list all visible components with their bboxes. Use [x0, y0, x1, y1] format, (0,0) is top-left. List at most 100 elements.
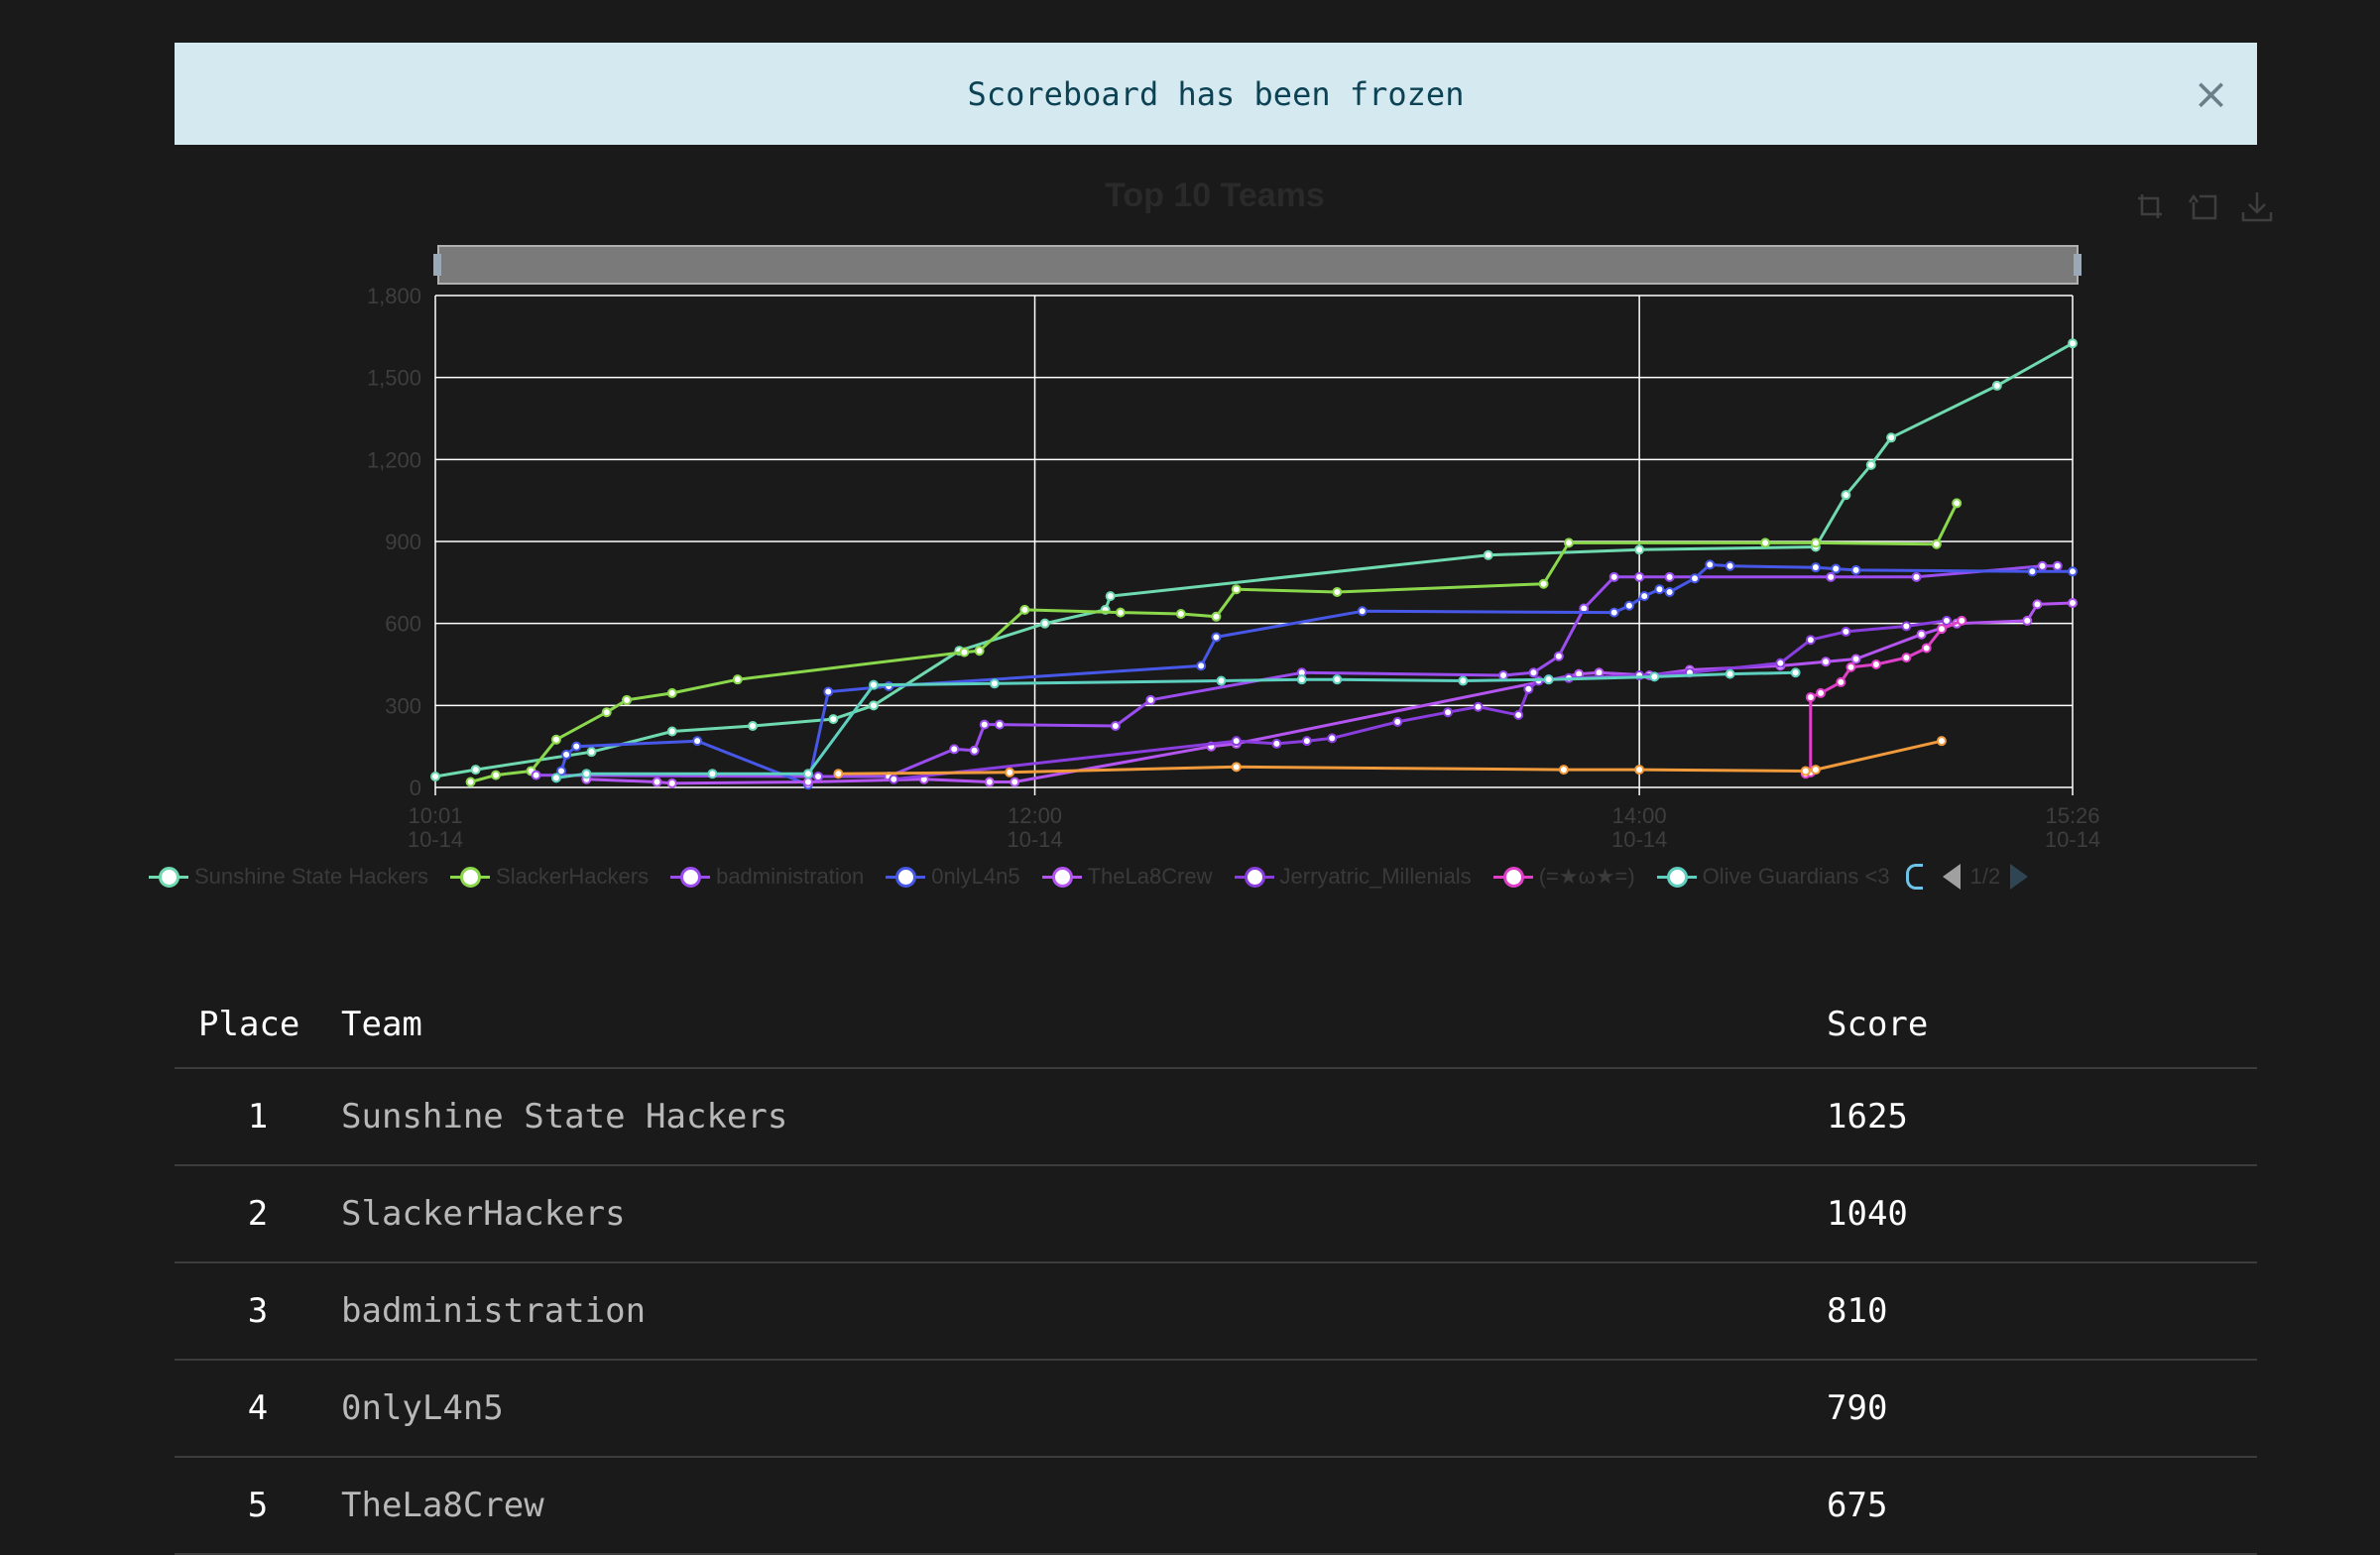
- data-point[interactable]: [969, 745, 980, 756]
- data-point[interactable]: [1805, 635, 1816, 646]
- data-point[interactable]: [813, 771, 824, 781]
- data-point[interactable]: [1175, 609, 1186, 620]
- data-point[interactable]: [1211, 632, 1222, 643]
- data-point[interactable]: [1332, 586, 1343, 597]
- data-point[interactable]: [1901, 653, 1912, 663]
- data-point[interactable]: [2037, 560, 2048, 571]
- data-point[interactable]: [465, 777, 476, 787]
- data-point[interactable]: [1392, 716, 1403, 727]
- data-point[interactable]: [1105, 591, 1116, 602]
- data-point[interactable]: [1836, 676, 1846, 687]
- data-point[interactable]: [1639, 591, 1650, 602]
- data-point[interactable]: [1538, 578, 1549, 589]
- data-point[interactable]: [430, 771, 440, 781]
- data-point[interactable]: [1816, 687, 1826, 698]
- data-point[interactable]: [1332, 674, 1343, 685]
- data-point[interactable]: [989, 678, 1000, 689]
- legend-next-page-icon[interactable]: [2010, 864, 2029, 890]
- data-point[interactable]: [470, 765, 481, 776]
- data-point[interactable]: [828, 714, 839, 725]
- data-point[interactable]: [1760, 538, 1771, 548]
- data-point[interactable]: [823, 686, 834, 697]
- legend-item[interactable]: 0nlyL4n5: [886, 864, 1020, 890]
- data-point[interactable]: [1634, 544, 1645, 555]
- data-point[interactable]: [1942, 615, 1952, 626]
- data-point[interactable]: [581, 769, 592, 779]
- data-point[interactable]: [1664, 571, 1675, 582]
- data-point[interactable]: [802, 769, 813, 779]
- data-point[interactable]: [959, 647, 970, 658]
- data-point[interactable]: [833, 769, 844, 779]
- data-point[interactable]: [490, 770, 501, 780]
- data-point[interactable]: [868, 700, 879, 711]
- data-point[interactable]: [531, 770, 541, 780]
- data-point[interactable]: [748, 721, 759, 731]
- data-point[interactable]: [1952, 498, 1963, 509]
- data-point[interactable]: [1231, 584, 1242, 595]
- data-point[interactable]: [1901, 621, 1912, 632]
- data-point[interactable]: [1845, 661, 1856, 672]
- legend-item[interactable]: Jerryatric_Millenials: [1234, 864, 1472, 890]
- data-point[interactable]: [1473, 701, 1484, 712]
- data-point[interactable]: [1865, 459, 1876, 470]
- data-point[interactable]: [1850, 654, 1861, 664]
- data-point[interactable]: [1357, 606, 1368, 617]
- data-point[interactable]: [1654, 584, 1665, 595]
- data-point[interactable]: [1841, 490, 1851, 501]
- data-zoom-slider[interactable]: [437, 245, 2079, 285]
- data-point[interactable]: [1916, 629, 1927, 640]
- data-point[interactable]: [1775, 658, 1786, 668]
- data-point[interactable]: [1957, 615, 1967, 626]
- team-link[interactable]: 0nlyL4n5: [341, 1360, 1827, 1458]
- data-point[interactable]: [1800, 766, 1811, 777]
- data-point[interactable]: [889, 774, 899, 784]
- data-point[interactable]: [974, 646, 985, 657]
- data-point[interactable]: [1623, 600, 1634, 611]
- data-point[interactable]: [2027, 566, 2038, 577]
- data-point[interactable]: [666, 687, 677, 698]
- data-point[interactable]: [1805, 692, 1816, 703]
- data-point[interactable]: [1553, 651, 1564, 661]
- data-point[interactable]: [1841, 626, 1851, 637]
- data-point[interactable]: [984, 777, 995, 787]
- data-point[interactable]: [949, 744, 960, 755]
- data-point[interactable]: [868, 679, 879, 690]
- data-point[interactable]: [707, 769, 718, 779]
- data-point[interactable]: [550, 773, 561, 783]
- legend-item[interactable]: (=★ω★=): [1492, 864, 1635, 890]
- zoom-icon[interactable]: [2132, 188, 2168, 224]
- data-point[interactable]: [1458, 675, 1469, 686]
- data-zoom-handle-right[interactable]: [2074, 254, 2082, 276]
- close-icon[interactable]: ×: [2193, 68, 2229, 119]
- data-point[interactable]: [1649, 671, 1660, 682]
- data-point[interactable]: [979, 719, 990, 730]
- data-point[interactable]: [994, 719, 1005, 730]
- data-point[interactable]: [1725, 560, 1735, 571]
- legend-item[interactable]: badministration: [670, 864, 864, 890]
- data-point[interactable]: [1810, 562, 1821, 573]
- data-point[interactable]: [1039, 618, 1050, 629]
- data-point[interactable]: [1911, 571, 1922, 582]
- data-point[interactable]: [1523, 683, 1534, 694]
- data-point[interactable]: [666, 778, 677, 788]
- data-point[interactable]: [1543, 674, 1554, 685]
- data-point[interactable]: [1790, 667, 1801, 678]
- data-point[interactable]: [1936, 624, 1947, 635]
- data-point[interactable]: [1826, 571, 1837, 582]
- data-zoom-handle-left[interactable]: [433, 254, 441, 276]
- data-point[interactable]: [1850, 564, 1861, 575]
- data-point[interactable]: [2068, 338, 2078, 349]
- data-point[interactable]: [1634, 571, 1645, 582]
- legend-item[interactable]: Olive Guardians <3: [1656, 864, 1890, 890]
- data-point[interactable]: [561, 749, 572, 760]
- data-point[interactable]: [1145, 694, 1156, 705]
- data-point[interactable]: [1271, 738, 1282, 749]
- team-link[interactable]: Sunshine State Hackers: [341, 1068, 1827, 1166]
- data-point[interactable]: [556, 766, 566, 777]
- data-point[interactable]: [1690, 573, 1700, 584]
- data-point[interactable]: [550, 734, 561, 745]
- data-point[interactable]: [1010, 777, 1020, 787]
- data-point[interactable]: [1231, 736, 1242, 747]
- data-point[interactable]: [1443, 707, 1454, 718]
- data-point[interactable]: [1196, 660, 1207, 671]
